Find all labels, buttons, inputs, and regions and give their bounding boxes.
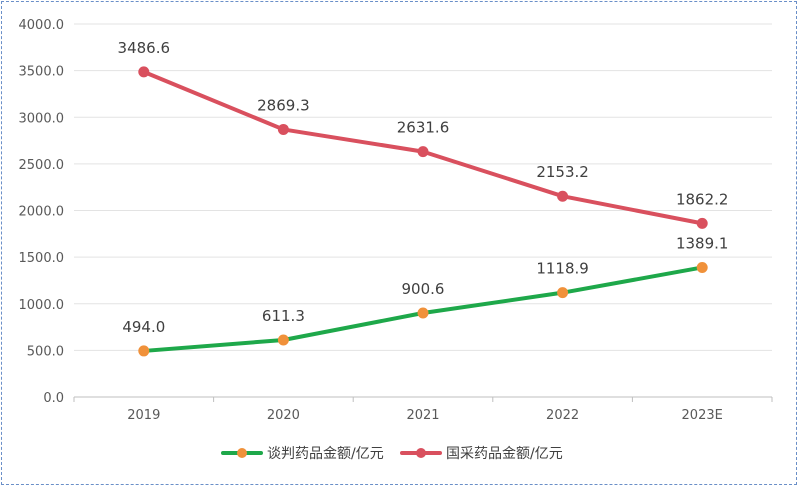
data-label: 2869.3 bbox=[257, 96, 310, 114]
legend-marker bbox=[237, 448, 247, 458]
data-point bbox=[417, 307, 429, 319]
data-point bbox=[696, 217, 708, 229]
data-point bbox=[557, 287, 569, 299]
data-label: 1389.1 bbox=[676, 234, 729, 252]
y-tick-label: 1000.0 bbox=[19, 298, 65, 313]
y-tick-label: 3000.0 bbox=[19, 111, 65, 126]
y-tick-label: 0.0 bbox=[43, 391, 64, 406]
data-labels: 494.0 611.3 900.6 1118.9 1389.1 3486.6 2869.3 2… bbox=[118, 39, 729, 336]
legend-label: 谈判药品金额/亿元 bbox=[267, 446, 384, 462]
y-tick-label: 1500.0 bbox=[19, 251, 65, 266]
x-tick-label: 2023E bbox=[682, 408, 723, 423]
x-tick-label: 2021 bbox=[406, 408, 439, 423]
gridlines bbox=[74, 23, 772, 351]
data-point bbox=[277, 123, 289, 135]
y-axis-tick-labels: 0.0 500.0 1000.0 1500.0 2000.0 2500.0 3000.0 35… bbox=[19, 18, 65, 406]
legend: 谈判药品金额/亿元 国采药品金额/亿元 bbox=[221, 446, 563, 462]
x-axis: 2019 2020 2021 2022 2023E bbox=[73, 396, 773, 423]
x-tick-label: 2019 bbox=[127, 408, 160, 423]
legend-marker bbox=[416, 448, 426, 458]
data-point bbox=[277, 334, 289, 346]
y-tick-label: 2000.0 bbox=[19, 205, 65, 220]
data-label: 2153.2 bbox=[536, 163, 589, 181]
data-label: 3486.6 bbox=[118, 39, 171, 57]
y-tick-label: 2500.0 bbox=[19, 158, 65, 173]
data-label: 2631.6 bbox=[397, 119, 450, 137]
data-point bbox=[138, 345, 150, 357]
y-tick-label: 500.0 bbox=[27, 344, 64, 359]
data-point bbox=[557, 190, 569, 202]
data-point bbox=[417, 146, 429, 158]
x-tick-label: 2022 bbox=[546, 408, 579, 423]
series-lines bbox=[138, 66, 708, 357]
data-label: 900.6 bbox=[402, 280, 445, 298]
data-label: 1862.2 bbox=[676, 190, 729, 208]
y-tick-label: 3500.0 bbox=[19, 65, 65, 80]
data-label: 1118.9 bbox=[536, 260, 589, 278]
legend-label: 国采药品金额/亿元 bbox=[446, 446, 563, 462]
x-tick-label: 2020 bbox=[267, 408, 300, 423]
data-point bbox=[696, 261, 708, 273]
data-point bbox=[138, 66, 150, 78]
data-label: 611.3 bbox=[262, 307, 305, 325]
y-tick-label: 4000.0 bbox=[19, 18, 65, 33]
data-label: 494.0 bbox=[122, 318, 165, 336]
